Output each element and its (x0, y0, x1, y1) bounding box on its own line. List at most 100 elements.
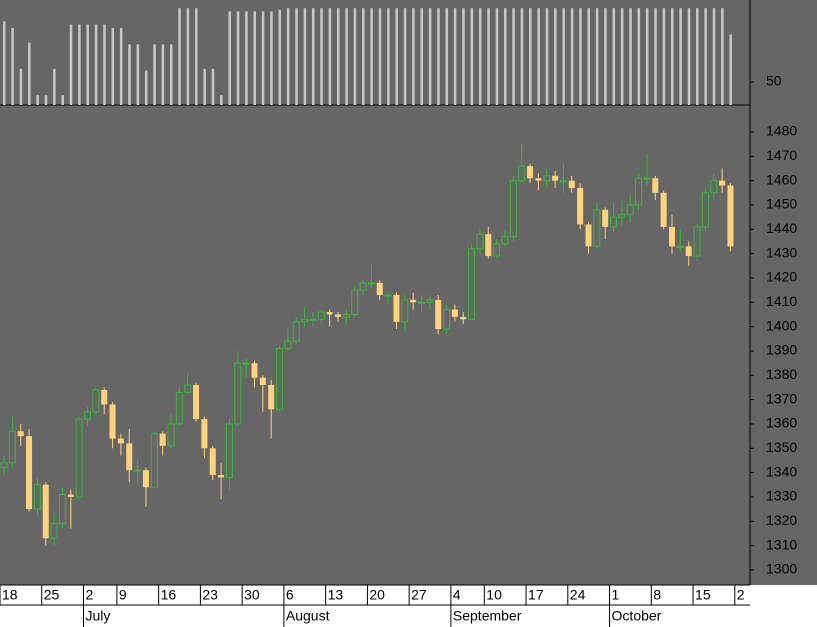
y-tick-label: 1410 (766, 293, 797, 309)
candle-body (518, 165, 526, 182)
candle-body (602, 209, 609, 227)
indicator-bar (712, 8, 716, 105)
indicator-bar (11, 27, 14, 105)
candle-body (201, 419, 208, 449)
indicator-bar (278, 9, 282, 105)
x-tick-label: 23 (202, 587, 218, 603)
indicator-bar (303, 8, 307, 105)
y-tick-label: 1370 (766, 390, 797, 406)
indicator-bar (337, 8, 340, 105)
candle-body (184, 384, 192, 393)
indicator-bar (44, 95, 48, 105)
candle-body (643, 177, 651, 180)
indicator-bar (370, 8, 373, 105)
month-label: July (86, 608, 111, 624)
y-tick-label: 1390 (766, 342, 797, 358)
candle-body (451, 309, 458, 317)
y-tick-label: 1340 (766, 463, 797, 479)
candle-body (259, 377, 266, 386)
candle-body (50, 523, 58, 539)
indicator-bar (128, 44, 131, 105)
candle-body (101, 389, 108, 405)
candle-body (209, 448, 216, 476)
candle-body (126, 443, 133, 471)
candle-body (426, 299, 434, 303)
indicator-bar (328, 8, 332, 105)
candle-body (552, 175, 559, 181)
candle-body (460, 316, 467, 320)
indicator-bar (520, 8, 524, 105)
indicator-bar (53, 68, 56, 105)
indicator-bar (671, 8, 674, 105)
candle-body (410, 299, 417, 303)
candle-body (92, 389, 100, 413)
candle-body (109, 404, 116, 439)
candle-body (376, 282, 383, 296)
indicator-bar (144, 70, 148, 105)
y-tick-label: 1480 (766, 123, 797, 139)
candle-body (309, 318, 317, 321)
y-tick-label: 1380 (766, 366, 797, 382)
indicator-bar (203, 68, 206, 105)
candle-body (652, 178, 659, 193)
candle-body (401, 299, 409, 323)
indicator-bar (721, 8, 724, 105)
indicator-bar (245, 11, 248, 105)
indicator-bar (311, 8, 315, 105)
indicator-bar (462, 8, 465, 105)
indicator-bar (387, 8, 390, 105)
candle-body (26, 436, 33, 510)
corner (750, 585, 817, 627)
candle-body (326, 312, 333, 315)
indicator-bar (195, 8, 198, 105)
indicator-bar (704, 8, 707, 105)
indicator-bar (19, 68, 23, 105)
candle-body (485, 234, 492, 257)
indicator-bar (729, 34, 732, 105)
x-tick-label: 16 (161, 587, 177, 603)
y-tick-label: 1440 (766, 220, 797, 236)
candle-body (626, 204, 634, 216)
indicator-bar (554, 8, 557, 105)
candle-body (42, 484, 49, 539)
indicator-bar (136, 44, 140, 105)
candle-body (175, 391, 183, 425)
candle-body (335, 314, 341, 317)
candle-body (559, 180, 567, 183)
indicator-bar (412, 8, 415, 105)
candle-body (8, 430, 16, 464)
indicator-bar (228, 11, 231, 105)
indicator-bar (220, 95, 223, 105)
candle-body (292, 321, 300, 342)
indicator-bar (570, 8, 574, 105)
indicator-bar (86, 24, 89, 105)
candle-body (393, 295, 400, 322)
candle-body (225, 423, 233, 478)
month-label: September (453, 608, 522, 624)
indicator-bar (3, 21, 6, 105)
candle-body (719, 180, 726, 186)
indicator-bar (696, 8, 699, 105)
candle-body (276, 348, 284, 410)
indicator-bar (453, 8, 457, 105)
candle-body (75, 418, 83, 498)
x-tick-label: 20 (369, 587, 385, 603)
indicator-bar (119, 27, 123, 105)
candle-body (317, 311, 325, 320)
candle-body (193, 385, 200, 420)
candle-body (58, 493, 66, 525)
x-tick-label: 1 (612, 587, 620, 603)
candle-body (84, 411, 91, 420)
indicator-bar (495, 8, 499, 105)
x-tick-label: 8 (653, 587, 661, 603)
indicator-bar (437, 8, 440, 105)
x-tick-label: 15 (695, 587, 711, 603)
candle-body (593, 209, 601, 247)
candle-body (685, 246, 692, 257)
x-axis-area (0, 585, 750, 627)
indicator-bar (537, 8, 540, 105)
x-tick-label: 24 (570, 587, 586, 603)
candle-body (0, 462, 8, 469)
y-tick-label: 1420 (766, 269, 797, 285)
indicator-bar (529, 8, 532, 105)
